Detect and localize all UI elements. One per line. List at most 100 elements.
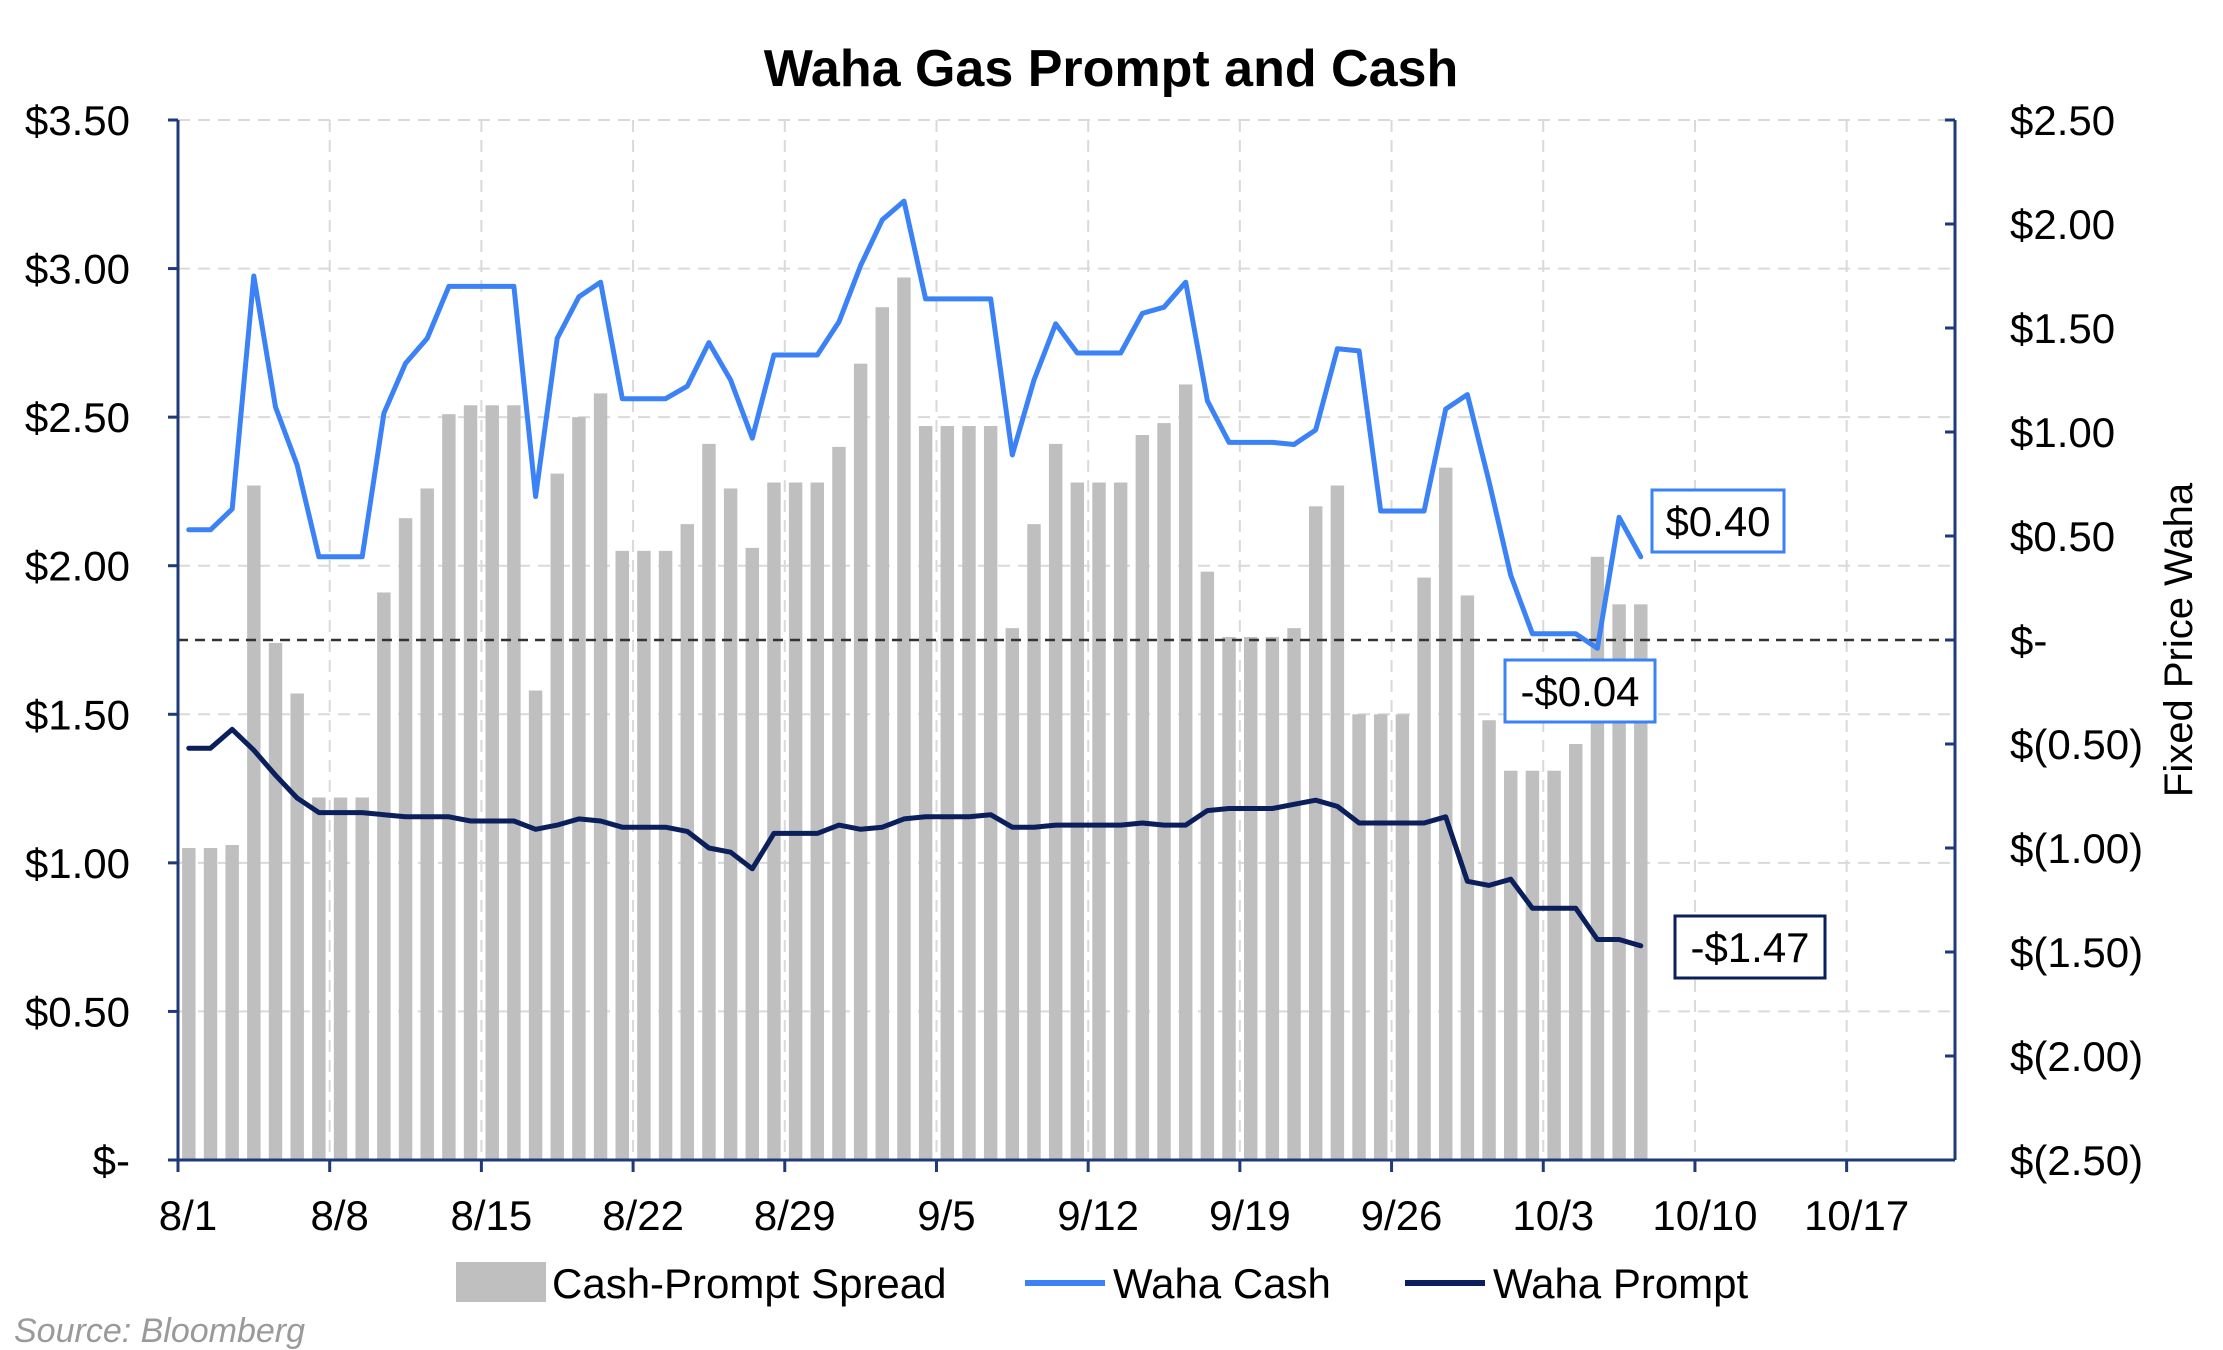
x-tick-label: 10/3 xyxy=(1512,1192,1594,1239)
spread-bar xyxy=(1200,571,1215,1160)
spread-bar xyxy=(398,518,413,1160)
spread-bar xyxy=(528,690,543,1160)
y-right-tick-label: $(1.00) xyxy=(2010,825,2143,872)
x-tick-label: 8/22 xyxy=(602,1192,684,1239)
y-left-tick-label: $1.00 xyxy=(25,840,130,887)
spread-bar xyxy=(788,482,803,1160)
spread-bar xyxy=(1092,482,1106,1160)
x-tick-label: 10/17 xyxy=(1804,1192,1909,1239)
spread-bar xyxy=(1482,720,1496,1160)
chart-title: Waha Gas Prompt and Cash xyxy=(764,40,1458,98)
x-tick-label: 8/15 xyxy=(451,1192,533,1239)
spread-bar xyxy=(1005,628,1020,1160)
y-left-tick-label: $0.50 xyxy=(25,988,130,1035)
spread-bar xyxy=(355,797,369,1160)
spread-bar xyxy=(268,642,283,1160)
spread-bar xyxy=(1157,423,1171,1161)
spread-bar xyxy=(1222,637,1236,1160)
spread-bar xyxy=(637,550,651,1160)
x-tick-label: 9/26 xyxy=(1361,1192,1443,1239)
spread-bar xyxy=(312,797,326,1160)
y-right-tick-label: $1.00 xyxy=(2010,409,2115,456)
legend-swatch-spread xyxy=(456,1262,546,1302)
spread-bar xyxy=(420,488,434,1160)
y-right-tick-label: $(0.50) xyxy=(2010,721,2143,768)
waha-cash-line xyxy=(186,198,1644,651)
spread-bar xyxy=(225,845,239,1160)
spread-bar xyxy=(203,848,218,1160)
spread-bar xyxy=(615,550,629,1160)
spread-bar xyxy=(247,485,261,1160)
spread-bar xyxy=(572,417,586,1161)
legend-label-prompt: Waha Prompt xyxy=(1493,1260,1749,1307)
spread-bar xyxy=(853,363,868,1161)
spread-bar xyxy=(1612,604,1626,1160)
y-left-tick-label: $2.50 xyxy=(25,394,130,441)
y-right-tick-label: $(1.50) xyxy=(2010,929,2143,976)
spread-bar xyxy=(1265,637,1280,1160)
spread-bars xyxy=(182,277,1648,1161)
spread-bar xyxy=(1048,443,1063,1160)
x-tick-label: 8/8 xyxy=(310,1192,368,1239)
spread-bar xyxy=(962,426,976,1160)
legend-label-spread: Cash-Prompt Spread xyxy=(552,1260,947,1307)
spread-bar xyxy=(550,473,564,1161)
spread-bar xyxy=(875,307,890,1160)
axes: $- $0.50 $1.00 $1.50 $2.00 $2.50 $3.00 $3.50 8/1… xyxy=(25,97,2143,1239)
y-left-tick-label: $2.00 xyxy=(25,543,130,590)
spread-bar xyxy=(1243,637,1258,1160)
spread-bar xyxy=(680,524,694,1160)
spread-bar xyxy=(702,443,716,1160)
y-right-tick-label: $2.50 xyxy=(2010,97,2115,144)
callout-box xyxy=(1673,914,1827,980)
y-left-tick-label: $3.00 xyxy=(25,246,130,293)
waha-prompt-line xyxy=(186,726,1644,949)
y-right-axis-label: Fixed Price Waha xyxy=(2157,482,2201,797)
x-tick-label: 10/10 xyxy=(1652,1192,1757,1239)
x-tick-label: 9/19 xyxy=(1209,1192,1291,1239)
source-note: Source: Bloomberg xyxy=(14,1312,305,1350)
spread-bar xyxy=(1547,770,1561,1160)
spread-bar xyxy=(182,848,196,1160)
callout-box xyxy=(1650,488,1786,554)
y-right-tick-label: $(2.00) xyxy=(2010,1033,2143,1080)
spread-bar xyxy=(832,446,846,1160)
callout-label: -$0.04 xyxy=(1520,668,1639,715)
x-tick-label: 8/1 xyxy=(159,1192,217,1239)
callout-box xyxy=(1503,658,1657,724)
spread-bar xyxy=(1504,770,1518,1160)
spread-bar xyxy=(897,277,911,1160)
spread-bar xyxy=(1287,628,1301,1160)
callout-label: -$1.47 xyxy=(1690,924,1809,971)
x-tick-label: 9/5 xyxy=(917,1192,975,1239)
spread-bar xyxy=(1439,467,1453,1161)
y-right-tick-label: $1.50 xyxy=(2010,305,2115,352)
spread-bar xyxy=(723,488,738,1160)
spread-bar xyxy=(745,547,759,1160)
spread-bar xyxy=(1569,744,1583,1160)
callouts: $0.40 -$0.04 -$1.47 xyxy=(1503,488,1827,980)
spread-bar xyxy=(1070,482,1085,1160)
y-left-tick-label: $- xyxy=(93,1137,130,1184)
y-left-tick-label: $1.50 xyxy=(25,691,130,738)
spread-bar xyxy=(767,482,781,1160)
spread-bar xyxy=(940,426,955,1160)
y-right-tick-label: $2.00 xyxy=(2010,201,2115,248)
spread-bar xyxy=(810,482,825,1160)
spread-bar xyxy=(1178,384,1193,1160)
legend: Cash-Prompt Spread Waha Cash Waha Prompt xyxy=(456,1260,1749,1307)
spread-bar xyxy=(593,393,608,1160)
spread-bar xyxy=(442,414,456,1161)
spread-bar xyxy=(658,550,673,1160)
spread-bar xyxy=(1352,714,1366,1160)
spread-bar xyxy=(1395,714,1410,1160)
x-tick-label: 8/29 xyxy=(754,1192,836,1239)
y-left-tick-label: $3.50 xyxy=(25,97,130,144)
x-tick-label: 9/12 xyxy=(1057,1192,1139,1239)
y-right-tick-label: $(2.50) xyxy=(2010,1137,2143,1184)
spread-bar xyxy=(507,405,521,1160)
spread-bar xyxy=(485,405,499,1160)
spread-bar xyxy=(1330,485,1345,1160)
legend-label-cash: Waha Cash xyxy=(1113,1260,1331,1307)
